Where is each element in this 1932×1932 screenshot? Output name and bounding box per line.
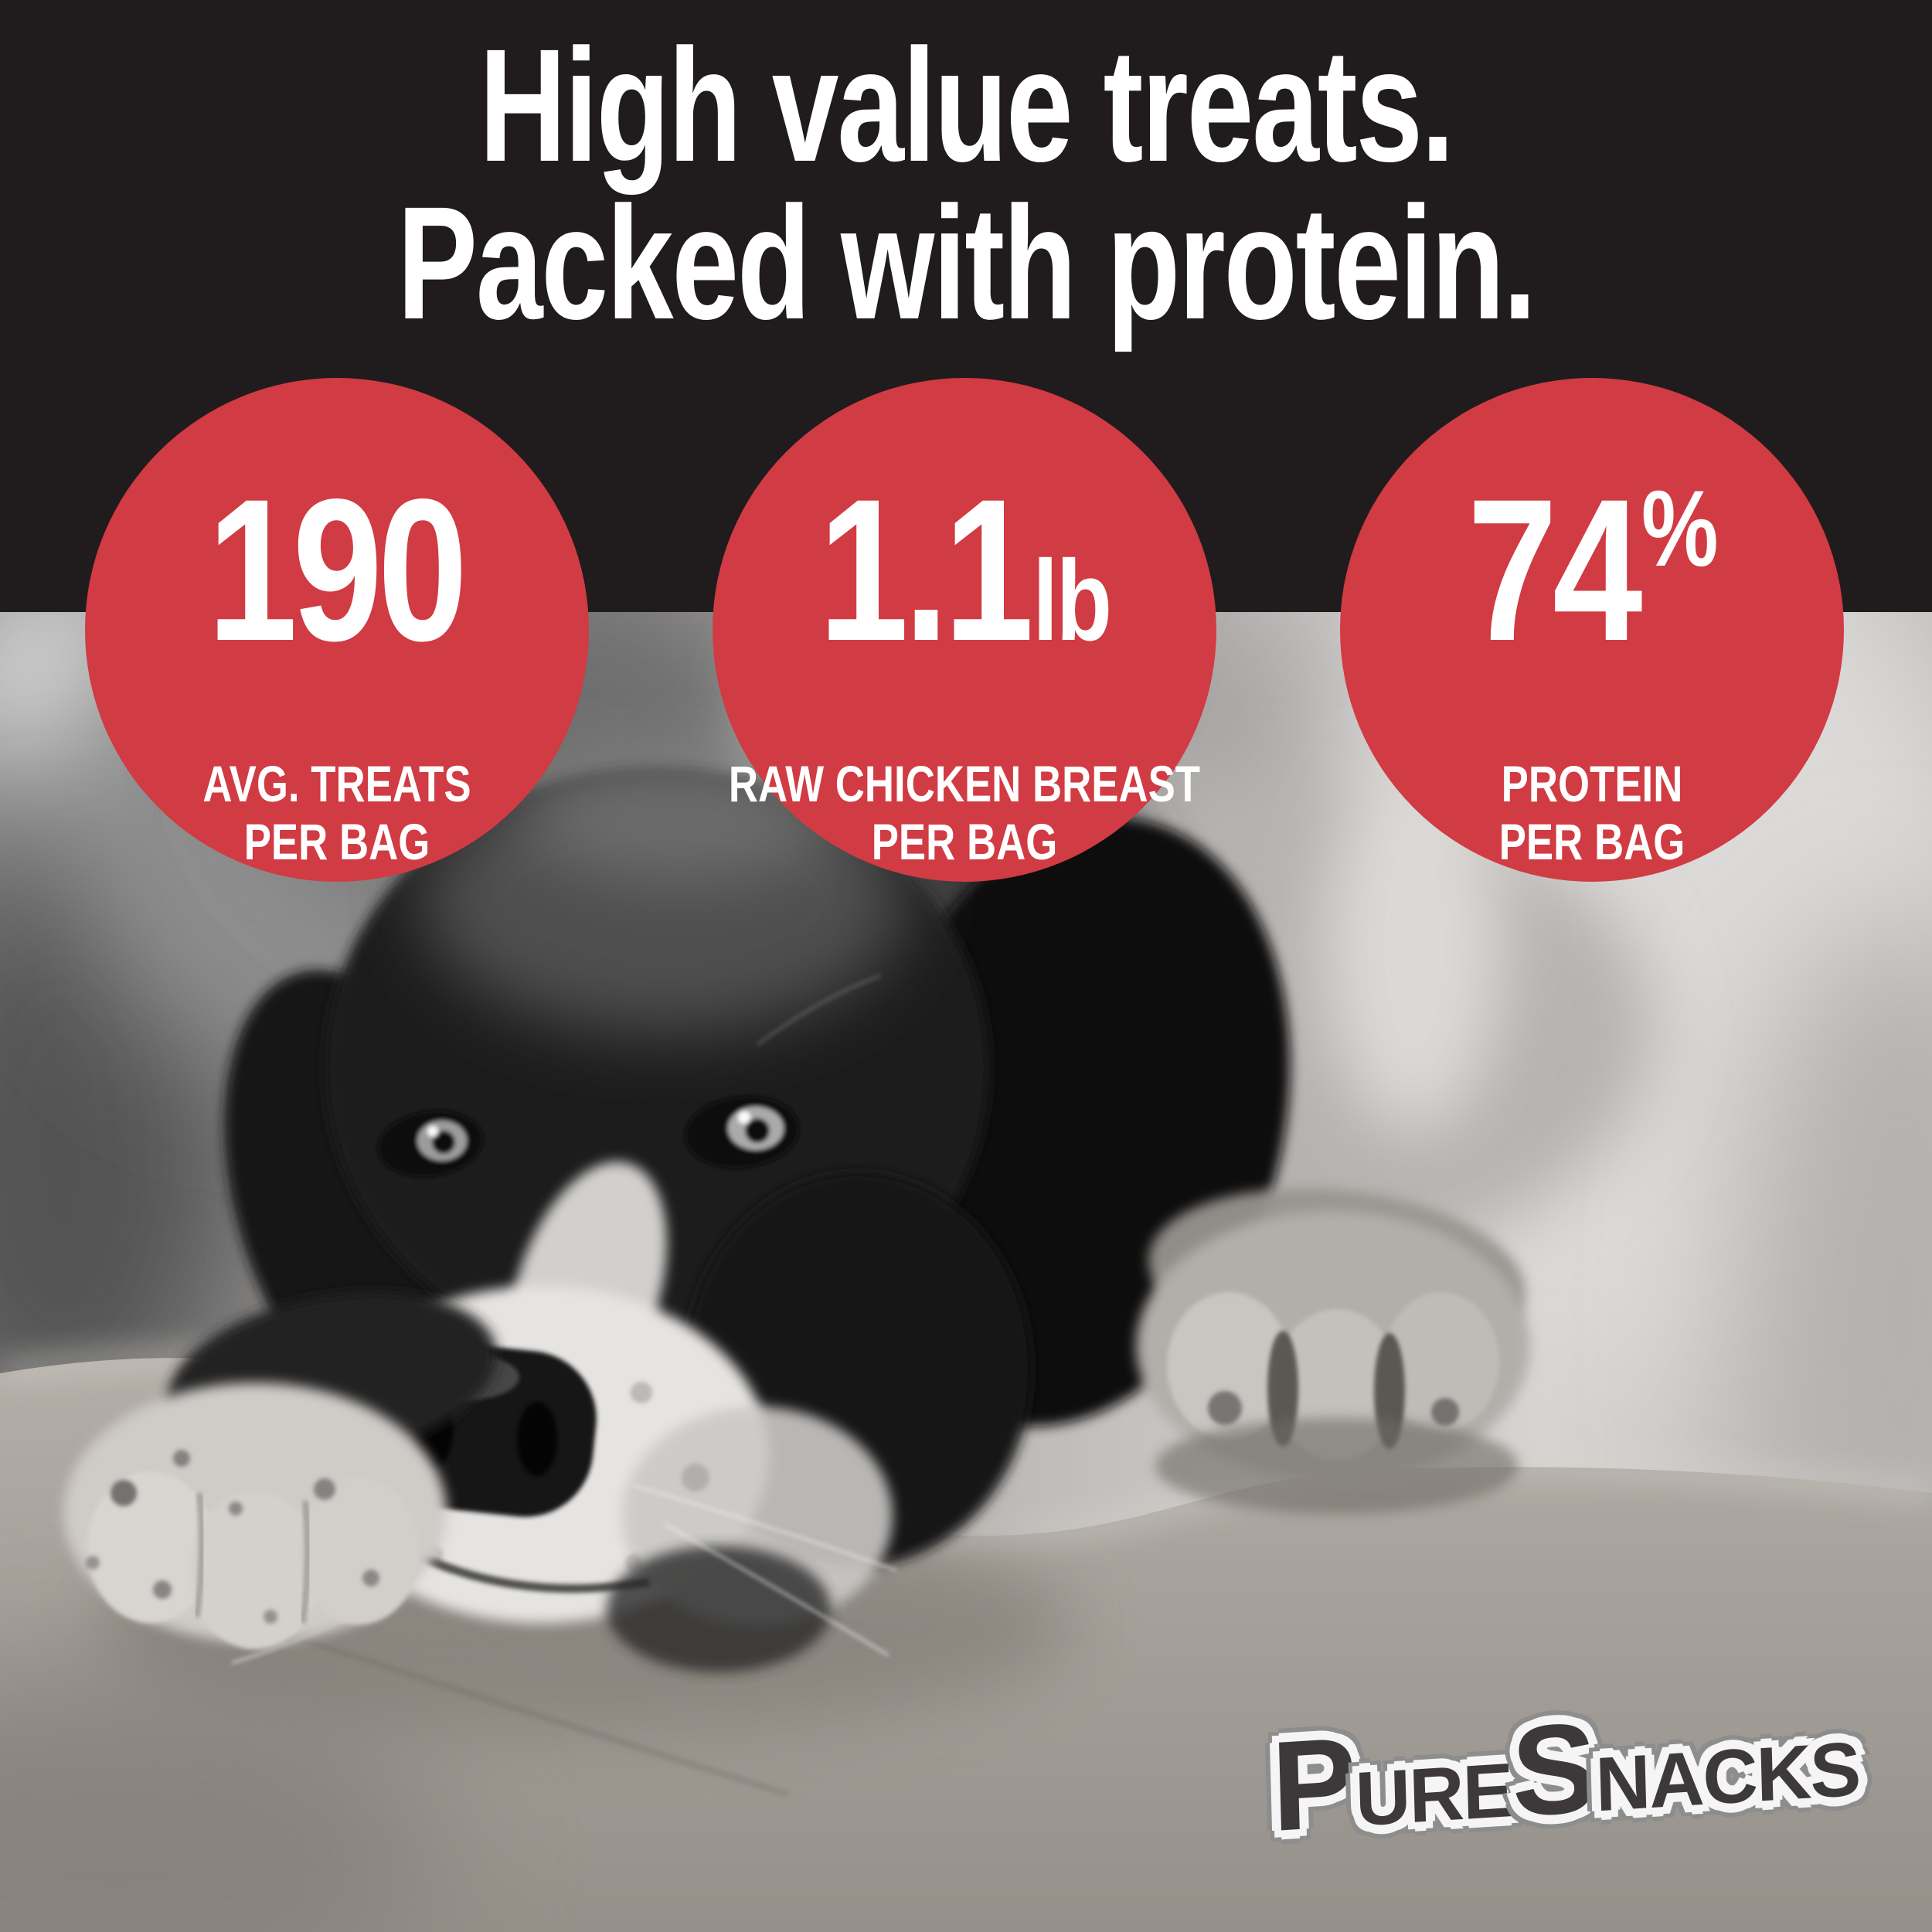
stat-label: AVG. TREATS PER BAG (202, 755, 471, 871)
stat-unit: lb (1032, 537, 1112, 665)
dog-eye-right (685, 1096, 799, 1168)
logo-part-pure: Pure (1270, 1710, 1514, 1858)
stat-unit: % (1641, 468, 1719, 589)
stat-label-line: AVG. TREATS (202, 755, 471, 812)
stat-label-line: PER BAG (871, 813, 1058, 871)
chest-blaze (1325, 755, 1503, 1134)
stat-value: 1.1 (818, 457, 1034, 683)
stat-value: 74 (1467, 457, 1643, 683)
stat-label-line: PROTEIN (1501, 755, 1683, 812)
stat-label-line: PER BAG (1498, 813, 1685, 871)
dog-eye-left (378, 1111, 483, 1177)
stat-value-row: 190 (207, 457, 468, 683)
headline-line-1: High value treats. (479, 16, 1454, 196)
stat-label: RAW CHICKEN BREAST PER BAG (729, 755, 1200, 871)
stat-value-row: 1.1 lb (818, 457, 1112, 683)
stat-label: PROTEIN PER BAG (1499, 755, 1685, 871)
dog-left-paw (63, 1292, 497, 1649)
stat-value-row: 74% (1467, 457, 1719, 683)
headline-line-2: Packed with protein. (397, 173, 1536, 353)
headline: High value treats. Packed with protein. (242, 16, 1691, 353)
stat-badge-content: 1.1 lb RAW CHICKEN BREAST PER BAG (729, 378, 1200, 882)
dog-right-paw (1136, 1188, 1530, 1514)
stat-value: 190 (207, 457, 468, 683)
stat-label-line: PER BAG (243, 813, 430, 871)
logo-part-snacks: Snacks (1509, 1696, 1861, 1844)
stat-badge-weight: 1.1 lb RAW CHICKEN BREAST PER BAG (713, 378, 1216, 882)
stat-label-line: RAW CHICKEN BREAST (728, 755, 1201, 812)
stat-badge-content: 190 AVG. TREATS PER BAG (135, 378, 539, 882)
paw-spots (86, 1450, 379, 1624)
stat-badge-protein: 74% PROTEIN PER BAG (1340, 378, 1844, 882)
nostril (517, 1402, 557, 1476)
stat-badge-content: 74% PROTEIN PER BAG (1390, 378, 1794, 882)
stat-badge-treats: 190 AVG. TREATS PER BAG (85, 378, 589, 882)
